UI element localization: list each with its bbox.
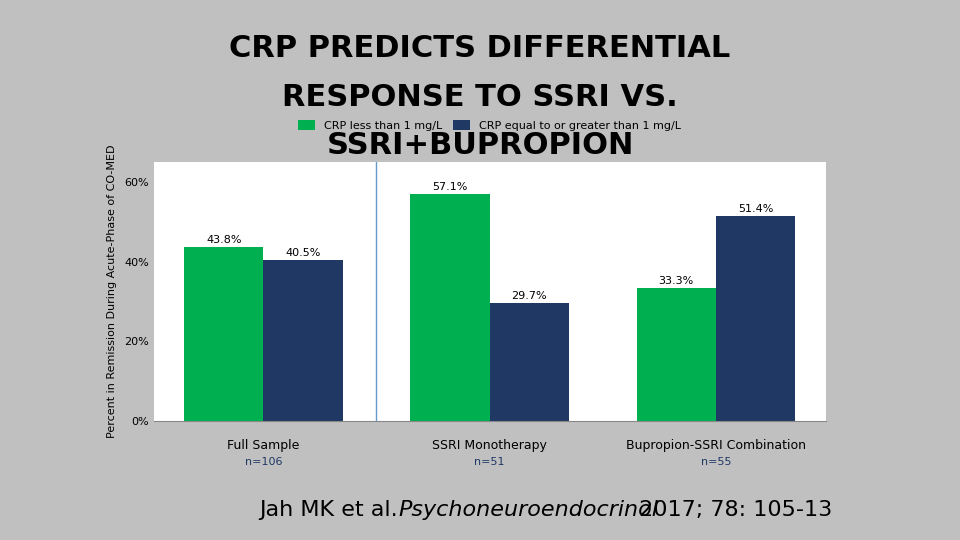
Text: 33.3%: 33.3%: [659, 276, 694, 286]
Text: 40.5%: 40.5%: [285, 248, 321, 258]
Text: 2017; 78: 105-13: 2017; 78: 105-13: [632, 500, 832, 521]
Bar: [263, 260, 343, 421]
Bar: [490, 303, 568, 421]
Text: Psychoneuroendocrinol: Psychoneuroendocrinol: [398, 500, 659, 521]
Text: Jah MK et al.: Jah MK et al.: [259, 500, 405, 521]
Text: Bupropion-SSRI Combination: Bupropion-SSRI Combination: [626, 439, 805, 452]
Text: SSRI Monotherapy: SSRI Monotherapy: [432, 439, 547, 452]
Text: CRP PREDICTS DIFFERENTIAL: CRP PREDICTS DIFFERENTIAL: [229, 34, 731, 63]
Text: 57.1%: 57.1%: [432, 181, 468, 192]
Text: RESPONSE TO SSRI VS.: RESPONSE TO SSRI VS.: [282, 83, 678, 112]
Text: n=51: n=51: [474, 457, 505, 467]
Text: 43.8%: 43.8%: [206, 234, 242, 245]
Legend: CRP less than 1 mg/L, CRP equal to or greater than 1 mg/L: CRP less than 1 mg/L, CRP equal to or gr…: [294, 116, 685, 136]
Text: n=55: n=55: [701, 457, 732, 467]
Text: 29.7%: 29.7%: [512, 291, 547, 301]
Text: 51.4%: 51.4%: [738, 204, 773, 214]
Bar: [411, 193, 490, 421]
Bar: [636, 288, 716, 421]
Y-axis label: Percent in Remission During Acute-Phase of CO-MED: Percent in Remission During Acute-Phase …: [108, 145, 117, 438]
Bar: [716, 216, 795, 421]
Text: SSRI+BUPROPION: SSRI+BUPROPION: [326, 131, 634, 160]
Text: n=106: n=106: [245, 457, 282, 467]
Bar: [184, 247, 263, 421]
Text: Full Sample: Full Sample: [228, 439, 300, 452]
